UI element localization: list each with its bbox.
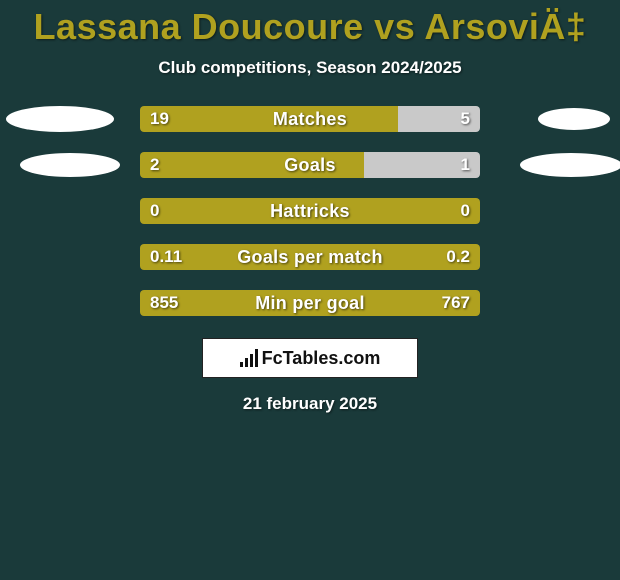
page-title: Lassana Doucoure vs ArsoviÄ‡	[0, 0, 620, 48]
stat-label: Hattricks	[140, 198, 480, 224]
stat-row: 855767Min per goal	[0, 290, 620, 316]
date-text: 21 february 2025	[0, 394, 620, 414]
stat-row: 00Hattricks	[0, 198, 620, 224]
comparison-infographic: Lassana Doucoure vs ArsoviÄ‡ Club compet…	[0, 0, 620, 580]
stat-row: 195Matches	[0, 106, 620, 132]
stat-label: Min per goal	[140, 290, 480, 316]
stat-bar: 21Goals	[140, 152, 480, 178]
bar-chart-icon	[240, 349, 258, 367]
stat-bar: 855767Min per goal	[140, 290, 480, 316]
stat-label: Goals	[140, 152, 480, 178]
stat-rows: 195Matches 21Goals 00Hattricks 0.110.2Goals…	[0, 106, 620, 316]
brand-text: FcTables.com	[262, 348, 381, 369]
stat-label: Matches	[140, 106, 480, 132]
stat-bar: 00Hattricks	[140, 198, 480, 224]
stat-bar: 195Matches	[140, 106, 480, 132]
subtitle: Club competitions, Season 2024/2025	[0, 58, 620, 78]
left-indicator-blob	[20, 153, 120, 177]
left-indicator-blob	[6, 106, 114, 132]
stat-bar: 0.110.2Goals per match	[140, 244, 480, 270]
brand-box: FcTables.com	[202, 338, 418, 378]
stat-row: 21Goals	[0, 152, 620, 178]
right-indicator-blob	[538, 108, 610, 130]
stat-label: Goals per match	[140, 244, 480, 270]
stat-row: 0.110.2Goals per match	[0, 244, 620, 270]
right-indicator-blob	[520, 153, 620, 177]
